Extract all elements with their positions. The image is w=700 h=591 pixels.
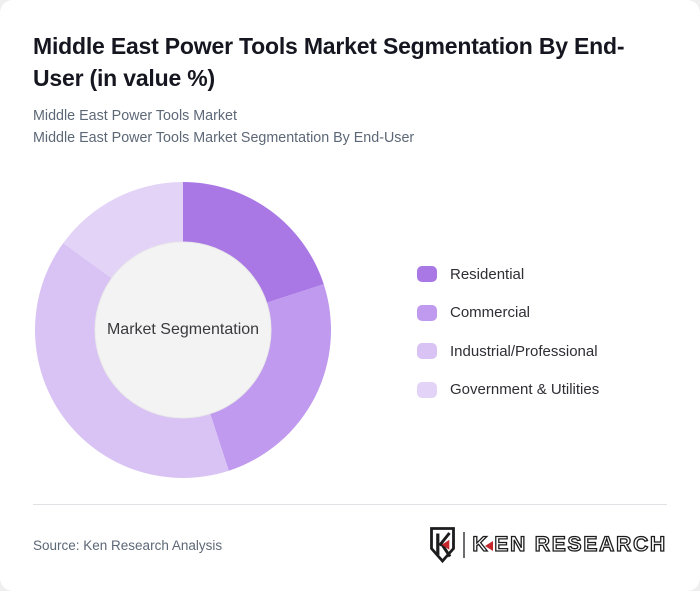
legend-swatch-icon bbox=[417, 266, 437, 282]
ken-research-shield-icon bbox=[430, 527, 456, 564]
footer-divider bbox=[33, 504, 667, 505]
logo-k: K bbox=[472, 532, 490, 556]
donut-segment-industrial-professional[interactable] bbox=[34, 243, 229, 479]
legend-item-commercial[interactable]: Commercial bbox=[417, 301, 599, 325]
subtitle-line-2: Middle East Power Tools Market Segmentat… bbox=[33, 129, 415, 146]
legend-swatch-icon bbox=[417, 343, 437, 359]
donut-inner-circle bbox=[94, 241, 272, 419]
page-title: Middle East Power Tools Market Segmentat… bbox=[33, 33, 625, 91]
legend-item-industrial-professional[interactable]: Industrial/Professional bbox=[417, 339, 599, 363]
donut-center-label: Market Segmentation bbox=[106, 321, 260, 338]
legend-item-residential[interactable]: Residential bbox=[417, 262, 599, 286]
shield-red-triangle-icon bbox=[442, 539, 450, 550]
donut-segment-commercial[interactable] bbox=[210, 284, 332, 471]
subtitle-block: Middle East Power Tools Market Middle Ea… bbox=[33, 106, 414, 149]
logo-rest: EN RESEARCH bbox=[494, 532, 667, 556]
source-note: Source: Ken Research Analysis bbox=[33, 538, 223, 553]
legend-item-government-utilities[interactable]: Government & Utilities bbox=[417, 378, 599, 402]
donut-segment-residential[interactable] bbox=[183, 182, 324, 303]
logo-red-triangle-icon bbox=[485, 541, 494, 551]
legend-label: Commercial bbox=[450, 304, 531, 321]
legend-label: Government & Utilities bbox=[450, 381, 600, 398]
donut-segment-government-utilities[interactable] bbox=[63, 182, 183, 279]
legend-label: Residential bbox=[450, 265, 525, 283]
legend-label: Industrial/Professional bbox=[450, 342, 598, 360]
logo-wordmark: K EN RESEARCH bbox=[472, 532, 667, 557]
legend: Residential Commercial Industrial/Professi… bbox=[417, 262, 599, 402]
subtitle-line-1: Middle East Power Tools Market bbox=[33, 108, 237, 124]
ken-research-logo: K EN RESEARCH bbox=[429, 526, 667, 564]
legend-swatch-icon bbox=[417, 381, 437, 398]
legend-swatch-icon bbox=[417, 304, 437, 321]
donut-chart-area bbox=[33, 180, 333, 480]
logo-separator-bar bbox=[463, 532, 466, 558]
donut-chart bbox=[34, 182, 332, 479]
